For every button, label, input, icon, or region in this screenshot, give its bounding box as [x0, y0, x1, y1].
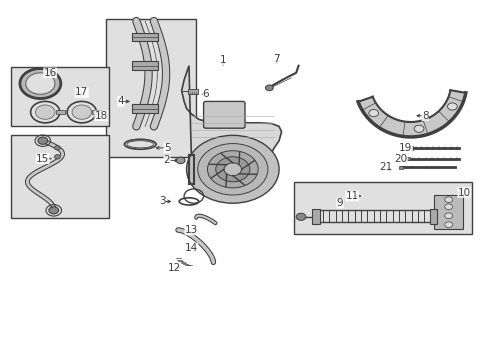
Bar: [294, 182, 471, 234]
Circle shape: [224, 163, 242, 176]
Circle shape: [296, 213, 306, 220]
Bar: [11, 67, 109, 126]
Bar: [188, 89, 198, 94]
Bar: [430, 208, 438, 224]
Bar: [434, 195, 463, 229]
Circle shape: [207, 151, 258, 188]
Text: 1: 1: [220, 55, 226, 65]
Polygon shape: [182, 66, 282, 199]
Bar: [56, 110, 65, 114]
Circle shape: [414, 125, 424, 132]
Text: 6: 6: [203, 89, 209, 99]
Text: 3: 3: [159, 197, 166, 206]
Circle shape: [187, 135, 279, 203]
Bar: [399, 166, 403, 169]
Bar: [132, 62, 158, 70]
Circle shape: [176, 157, 185, 163]
Text: 17: 17: [75, 87, 88, 98]
Circle shape: [198, 144, 268, 195]
Circle shape: [445, 213, 453, 219]
Text: 11: 11: [345, 191, 359, 201]
Circle shape: [49, 207, 59, 214]
Text: 2: 2: [164, 156, 171, 165]
Circle shape: [266, 85, 273, 91]
Circle shape: [54, 155, 60, 159]
Circle shape: [72, 105, 92, 119]
Circle shape: [445, 204, 453, 210]
Text: 18: 18: [95, 111, 108, 121]
Polygon shape: [358, 90, 466, 137]
Bar: [132, 104, 158, 113]
Text: 14: 14: [185, 243, 198, 253]
Circle shape: [369, 109, 379, 117]
Text: 15: 15: [36, 154, 49, 163]
Text: 12: 12: [168, 262, 181, 273]
Text: 4: 4: [118, 96, 124, 107]
Text: 21: 21: [380, 162, 393, 172]
Text: 10: 10: [458, 188, 471, 198]
Circle shape: [20, 68, 61, 99]
Circle shape: [54, 146, 60, 150]
Circle shape: [38, 137, 48, 144]
FancyBboxPatch shape: [203, 102, 245, 128]
Text: 8: 8: [422, 111, 429, 121]
Circle shape: [445, 197, 453, 203]
Circle shape: [216, 157, 250, 182]
Text: 20: 20: [394, 154, 408, 163]
Circle shape: [447, 103, 457, 110]
Circle shape: [26, 73, 55, 94]
Text: 13: 13: [185, 225, 198, 235]
Text: 5: 5: [164, 143, 171, 153]
Bar: [132, 33, 158, 41]
Text: 7: 7: [273, 54, 280, 64]
Text: 19: 19: [399, 143, 413, 153]
Text: 9: 9: [337, 198, 343, 208]
Bar: [11, 135, 109, 217]
Bar: [406, 157, 410, 160]
Bar: [312, 208, 320, 224]
Bar: [106, 19, 196, 157]
Text: 16: 16: [44, 68, 57, 78]
Circle shape: [35, 105, 55, 119]
Bar: [93, 110, 101, 114]
Bar: [409, 146, 413, 150]
Circle shape: [445, 222, 453, 228]
